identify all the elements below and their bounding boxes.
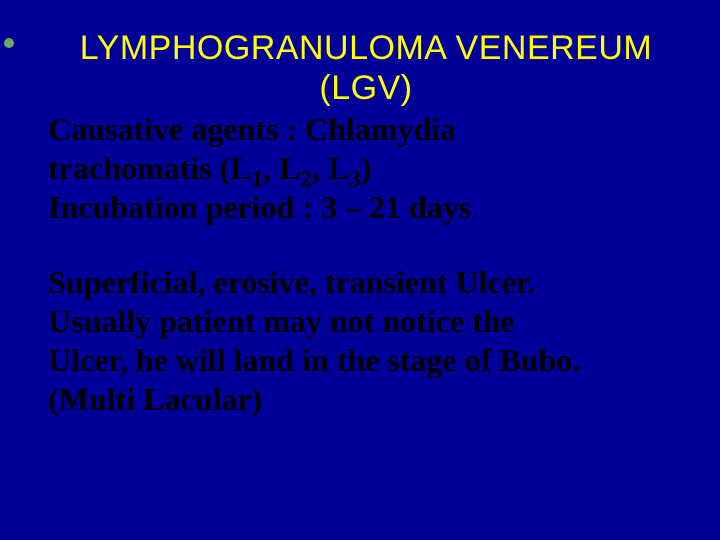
p1-line3: Incubation period : 3 – 21 days (48, 189, 471, 225)
slide-title: LYMPHOGRANULOMA VENEREUM (LGV) (48, 28, 684, 108)
title-line1: LYMPHOGRANULOMA VENEREUM (80, 29, 652, 67)
paragraph-gap (48, 227, 684, 263)
p1-line2-pre: trachomatis (L (48, 150, 252, 186)
p2-line2: Usually patient may not notice the (48, 303, 515, 339)
p1-sub2: 2 (300, 166, 312, 192)
p1-line2-post: ) (361, 150, 372, 186)
accent-dot (4, 38, 14, 48)
p2-line4: (Multi Lacular) (48, 381, 262, 417)
p1-sub1: 1 (252, 166, 264, 192)
p1-line1: Causative agents : Chlamydia (48, 111, 456, 147)
p1-line2-m2: , L (312, 150, 349, 186)
title-line2: (LGV) (319, 69, 412, 107)
slide-body: Causative agents : Chlamydia trachomatis… (48, 110, 684, 419)
paragraph-2: Superficial, erosive, transient Ulcer. U… (48, 263, 684, 419)
p2-line3: Ulcer, he will land in the stage of Bubo… (48, 342, 580, 378)
p1-line2-m1: , L (263, 150, 300, 186)
paragraph-1: Causative agents : Chlamydia trachomatis… (48, 110, 684, 227)
p2-line1: Superficial, erosive, transient Ulcer. (48, 264, 535, 300)
p1-sub3: 3 (349, 166, 361, 192)
